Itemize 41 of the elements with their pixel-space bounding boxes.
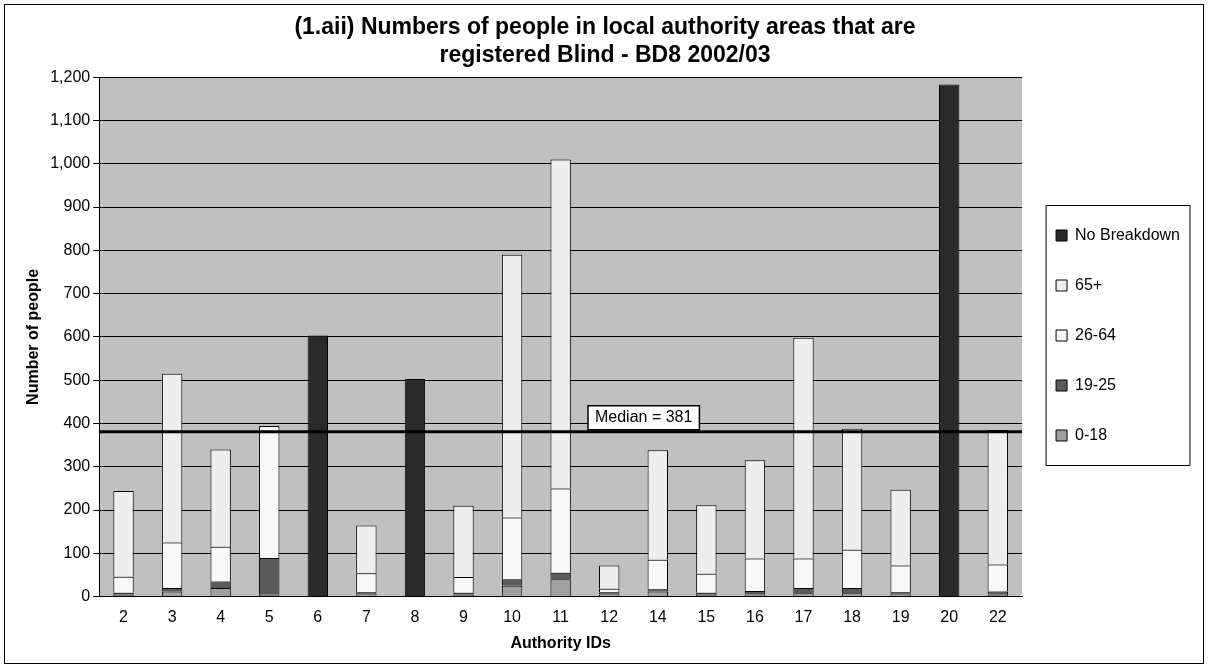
chart-title: (1.aii) Numbers of people in local authority areas that are registered Blind - BD8 2002/03 <box>294 13 916 67</box>
x-tick-label: 7 <box>361 607 371 625</box>
legend-label: 26-64 <box>1075 325 1117 343</box>
x-tick-label: 19 <box>891 607 910 625</box>
legend-label: No Breakdown <box>1075 225 1181 243</box>
y-tick-label: 400 <box>63 413 91 431</box>
y-tick-label: 0 <box>81 587 91 605</box>
y-tick-label: 1,100 <box>50 110 91 128</box>
y-axis-title: Number of people <box>24 268 42 405</box>
x-tick-label: 12 <box>600 607 619 625</box>
x-tick-label: 3 <box>167 607 177 625</box>
x-tick-label: 10 <box>503 607 522 625</box>
y-tick-label: 200 <box>63 500 91 518</box>
x-tick-label: 15 <box>697 607 716 625</box>
x-tick-label: 20 <box>940 607 959 625</box>
x-tick-label: 18 <box>843 607 862 625</box>
x-tick-label: 14 <box>648 607 667 625</box>
y-tick-label: 800 <box>63 240 91 258</box>
y-tick-label: 1,200 <box>50 67 91 85</box>
x-tick-label: 17 <box>794 607 813 625</box>
legend-label: 65+ <box>1075 275 1103 293</box>
y-tick-label: 900 <box>63 197 91 215</box>
x-tick-label: 22 <box>988 607 1007 625</box>
y-tick-label: 300 <box>63 457 91 475</box>
x-tick-label: 16 <box>746 607 764 625</box>
y-tick-label: 500 <box>63 370 91 388</box>
x-axis-title: Authority IDs <box>510 633 611 651</box>
x-tick-label: 5 <box>264 607 274 625</box>
legend-label: 0-18 <box>1075 425 1108 443</box>
x-tick-label: 9 <box>459 607 469 625</box>
x-tick-label: 8 <box>410 607 420 625</box>
y-tick-label: 1,000 <box>50 154 91 172</box>
x-tick-label: 11 <box>552 607 570 625</box>
y-tick-label: 100 <box>63 543 91 561</box>
x-tick-label: 6 <box>313 607 323 625</box>
ref-line-label: Median = 381 <box>595 408 693 426</box>
y-tick-label: 600 <box>63 327 91 345</box>
legend-label: 19-25 <box>1075 375 1117 393</box>
x-tick-label: 2 <box>119 607 129 625</box>
x-tick-label: 4 <box>216 607 226 625</box>
y-tick-label: 700 <box>63 284 91 302</box>
